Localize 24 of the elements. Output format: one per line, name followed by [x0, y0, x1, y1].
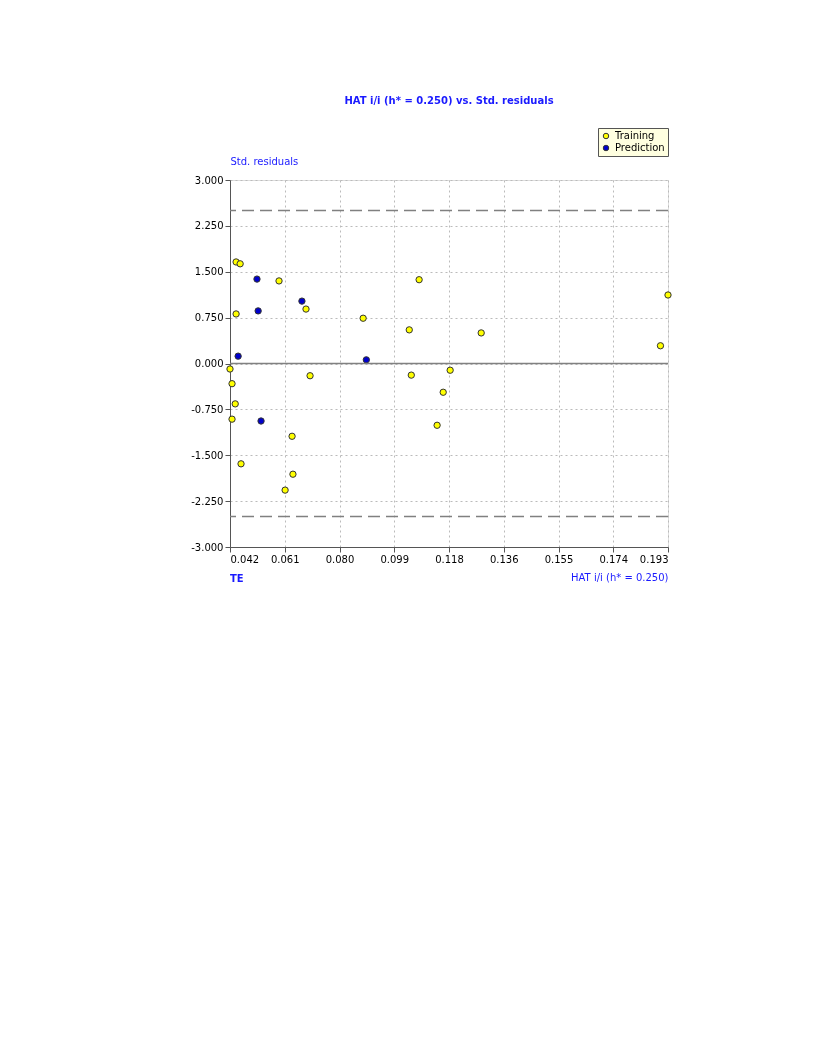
y-tick-label: 2.250 [194, 220, 224, 232]
y-tick-label: 3.000 [194, 174, 224, 186]
y-tick-label: -3.000 [191, 541, 224, 553]
x-tick-label: 0.099 [380, 553, 410, 565]
x-tick-label: 0.042 [230, 553, 260, 565]
y-tick-label: -1.500 [191, 449, 224, 461]
y-tick-label: 1.500 [194, 266, 224, 278]
legend-label: Training [614, 130, 655, 141]
x-tick-label: 0.193 [639, 553, 669, 565]
y-tick-label: 0.000 [194, 358, 224, 369]
y-tick-label: -2.250 [191, 495, 224, 507]
x-tick-label: 0.080 [325, 553, 355, 565]
x-tick-label: 0.136 [489, 553, 519, 565]
y-tick-label: -0.750 [191, 403, 224, 415]
text: TE [230, 573, 244, 584]
chart-title: HAT i/i (h* = 0.250) vs. Std. residuals [344, 94, 554, 106]
y-tick-label: 0.750 [194, 312, 224, 324]
x-tick-label: 0.061 [270, 553, 300, 565]
legend-label: Prediction [615, 142, 665, 153]
x-tick-label: 0.118 [435, 553, 464, 565]
y-axis-title: Std. residuals [230, 155, 299, 167]
x-tick-label: 0.155 [544, 553, 574, 565]
x-tick-label: 0.174 [599, 553, 629, 565]
x-axis-title: HAT i/i (h* = 0.250) [571, 571, 669, 583]
